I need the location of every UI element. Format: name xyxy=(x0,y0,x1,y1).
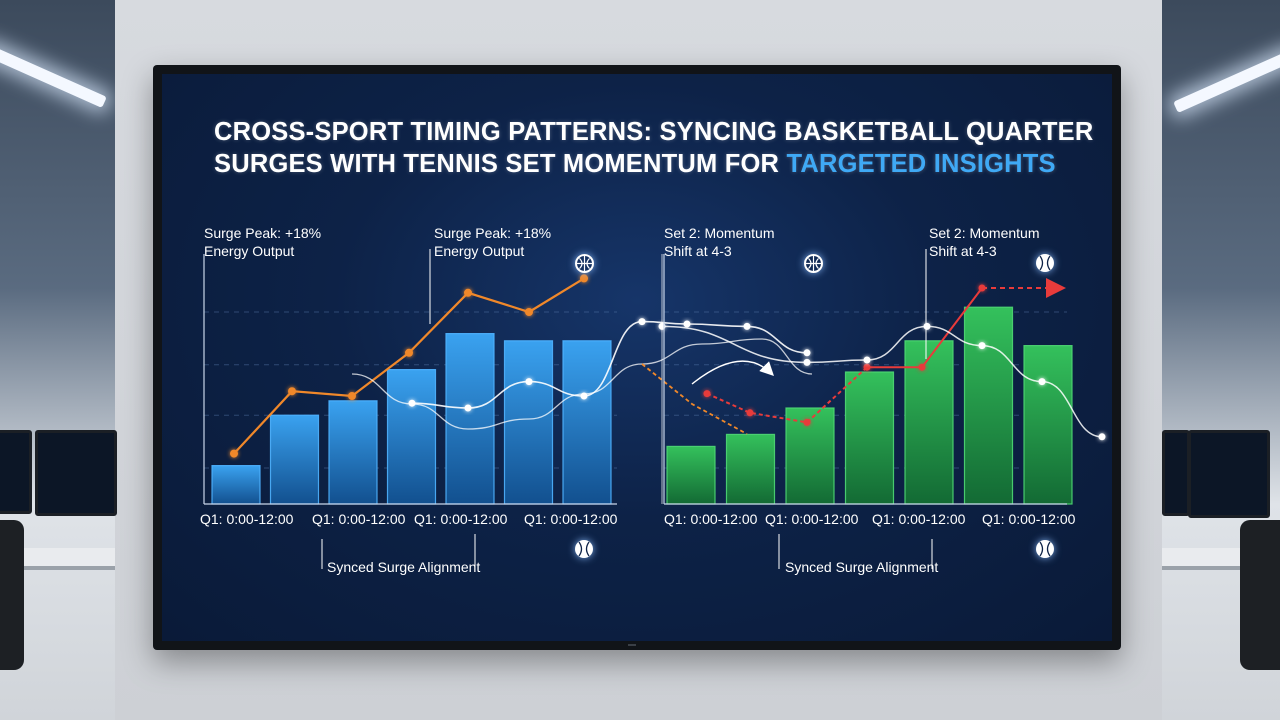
red-series-point xyxy=(918,363,926,371)
basketball-bar-2 xyxy=(269,414,320,505)
orange-connector-line xyxy=(641,363,748,435)
white-series-point xyxy=(923,322,931,330)
x-tick-label: Q1: 0:00-12:00 xyxy=(524,511,618,527)
tennis-ball-icon xyxy=(575,540,593,558)
tennis-ball-icon xyxy=(1036,254,1054,272)
tennis-bar-2 xyxy=(725,433,776,505)
white-series-point xyxy=(1098,433,1106,441)
white-arrow-line xyxy=(691,360,774,385)
x-tick-label: Q1: 0:00-12:00 xyxy=(312,511,406,527)
tennis-ball-icon xyxy=(1036,540,1054,558)
annotation-momentum-shift-right: Set 2: Momentum Shift at 4-3 xyxy=(929,225,1040,259)
orange-series-point xyxy=(580,274,588,283)
annotation-surge-peak-left: Surge Peak: +18% Energy Output xyxy=(204,225,322,259)
orange-series-point xyxy=(230,449,238,458)
x-tick-label: Q1: 0:00-12:00 xyxy=(664,511,758,527)
chart-canvas xyxy=(203,249,1106,569)
red-series-dashed-line xyxy=(706,366,868,424)
annotation-synced-alignment-left: Synced Surge Alignment xyxy=(327,559,481,575)
orange-series-point xyxy=(405,348,413,357)
basketball-icon xyxy=(804,254,823,273)
white-series-point xyxy=(863,356,871,364)
white-series-point xyxy=(638,318,646,326)
white-series-point xyxy=(683,320,691,328)
tennis-bar-1 xyxy=(666,445,716,505)
tv-screen: CROSS-SPORT TIMING PATTERNS: SYNCING BAS… xyxy=(162,74,1112,641)
basketball-bar-4 xyxy=(386,369,437,505)
background-monitor xyxy=(1188,430,1270,518)
tennis-bar-4 xyxy=(844,371,895,505)
white-series-point xyxy=(1038,378,1046,386)
basketball-bar-6 xyxy=(503,340,554,505)
red-series-point xyxy=(863,363,871,371)
tennis-bar-7 xyxy=(1023,345,1073,505)
orange-series-point xyxy=(464,288,472,297)
white-wave-line-cross xyxy=(351,338,813,430)
red-series-point xyxy=(978,284,986,292)
annotation-surge-peak-center: Surge Peak: +18% Energy Output xyxy=(434,225,552,259)
red-series-point xyxy=(746,409,754,417)
annotation-momentum-shift-left: Set 2: Momentum Shift at 4-3 xyxy=(664,225,775,259)
x-tick-label: Q1: 0:00-12:00 xyxy=(872,511,966,527)
background-chair xyxy=(0,520,24,670)
title-main-text: CROSS-SPORT TIMING PATTERNS: SYNCING BAS… xyxy=(214,118,1094,178)
basketball-bar-5 xyxy=(445,333,495,505)
basketball-bar-7 xyxy=(562,340,612,505)
white-series-point xyxy=(803,358,811,366)
orange-series-point xyxy=(348,392,356,400)
white-series-point xyxy=(978,342,986,350)
tennis-bar-5 xyxy=(904,340,954,505)
white-series-point xyxy=(803,349,811,357)
chart-title: CROSS-SPORT TIMING PATTERNS: SYNCING BAS… xyxy=(214,116,1094,180)
x-tick-label: Q1: 0:00-12:00 xyxy=(414,511,508,527)
background-desk xyxy=(0,548,115,570)
background-chair xyxy=(1240,520,1280,670)
basketball-bar-1 xyxy=(211,465,261,505)
white-series-point xyxy=(464,404,472,412)
x-tick-label: Q1: 0:00-12:00 xyxy=(765,511,859,527)
tv-display: CROSS-SPORT TIMING PATTERNS: SYNCING BAS… xyxy=(153,65,1121,650)
title-highlight-text: TARGETED INSIGHTS xyxy=(786,150,1056,178)
basketball-bar-3 xyxy=(328,400,378,505)
annotation-synced-alignment-right: Synced Surge Alignment xyxy=(785,559,939,575)
background-monitor xyxy=(0,430,32,514)
basketball-icon xyxy=(575,254,594,273)
red-series-point xyxy=(803,418,811,426)
red-series-point xyxy=(703,390,711,398)
background-monitor xyxy=(1162,430,1190,516)
orange-series-point xyxy=(288,387,296,396)
x-tick-label: Q1: 0:00-12:00 xyxy=(200,511,294,527)
background-monitor xyxy=(35,430,117,516)
white-series-point xyxy=(408,399,416,407)
white-series-point xyxy=(525,378,533,386)
orange-series-point xyxy=(525,308,533,316)
tv-status-led xyxy=(628,644,636,646)
x-tick-label: Q1: 0:00-12:00 xyxy=(982,511,1076,527)
white-series-point xyxy=(743,322,751,330)
tennis-bar-6 xyxy=(963,306,1014,505)
